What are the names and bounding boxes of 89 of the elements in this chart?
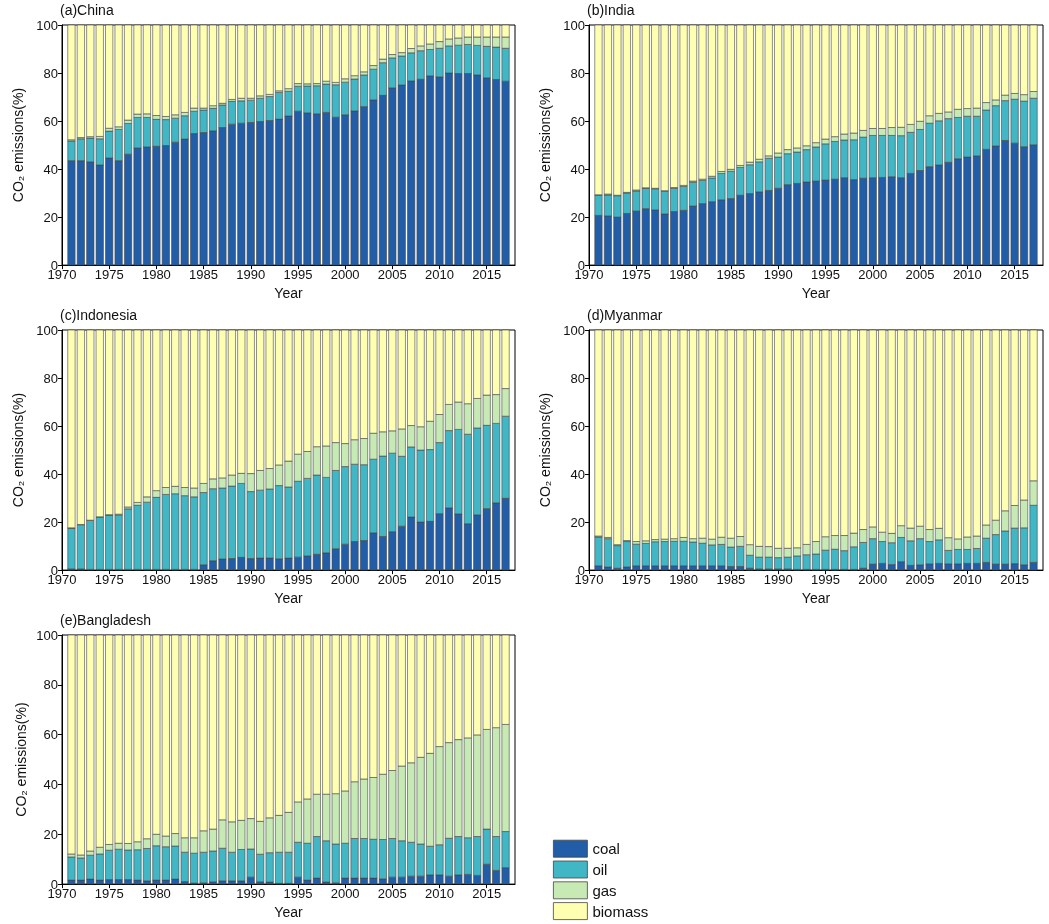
y-tick-label: 20: [570, 514, 585, 530]
y-axis-title: CO₂ emissions(%): [537, 392, 554, 508]
legend-label: gas: [592, 881, 617, 899]
y-tick-label: 100: [36, 322, 58, 338]
x-tick-label: 2005: [905, 572, 935, 588]
y-tick-label: 40: [570, 161, 585, 177]
x-tick-label: 2010: [425, 572, 454, 588]
x-tick-label: 1980: [141, 886, 171, 902]
x-tick-label: 1985: [716, 572, 746, 588]
x-axis-title: Year: [274, 904, 303, 920]
y-tick-label: 40: [43, 776, 58, 792]
chart-title: (d)Myanmar: [587, 307, 663, 323]
y-tick-label: 40: [43, 466, 58, 482]
x-tick-label: 2000: [330, 572, 360, 588]
x-tick-label: 1995: [811, 572, 840, 588]
x-tick-label: 1975: [621, 572, 651, 588]
x-tick-label: 1985: [189, 572, 219, 588]
y-tick-label: 40: [570, 466, 585, 482]
x-tick-label: 1990: [236, 572, 266, 588]
y-tick-label: 60: [43, 727, 58, 743]
x-tick-label: 1990: [236, 886, 266, 902]
x-tick-label: 1980: [141, 267, 171, 283]
legend-label: coal: [592, 840, 620, 858]
x-tick-label: 1990: [236, 267, 266, 283]
x-tick-label: 2005: [377, 267, 407, 283]
y-tick-label: 100: [36, 627, 58, 643]
x-tick-label: 2015: [1000, 267, 1030, 283]
y-tick-label: 100: [563, 17, 585, 33]
x-axis-title: Year: [801, 285, 831, 301]
x-axis-title: Year: [274, 590, 303, 606]
x-tick-label: 2000: [330, 886, 360, 902]
y-tick-label: 80: [43, 65, 58, 81]
x-tick-label: 2005: [377, 572, 407, 588]
y-tick-label: 60: [43, 418, 58, 434]
y-tick-label: 60: [570, 113, 585, 129]
x-tick-label: 1975: [621, 267, 651, 283]
x-tick-label: 1990: [763, 572, 793, 588]
chart-title: (e)Bangladesh: [60, 612, 152, 628]
x-tick-label: 2010: [425, 886, 454, 902]
x-tick-label: 1975: [94, 267, 124, 283]
y-tick-label: 80: [570, 65, 585, 81]
x-tick-label: 2005: [377, 886, 407, 902]
legend-label: oil: [592, 861, 608, 878]
x-tick-label: 1995: [283, 572, 313, 588]
y-tick-label: 80: [43, 677, 58, 693]
x-tick-label: 1980: [669, 572, 699, 588]
x-tick-label: 1990: [763, 267, 793, 283]
x-tick-label: 1985: [189, 886, 219, 902]
x-tick-label: 1980: [669, 267, 699, 283]
y-tick-label: 80: [570, 370, 585, 386]
x-tick-label: 2015: [472, 886, 502, 902]
y-tick-label: 20: [43, 209, 58, 225]
x-tick-label: 1975: [94, 886, 124, 902]
x-tick-label: 1985: [716, 267, 746, 283]
x-tick-label: 2010: [952, 572, 982, 588]
y-tick-label: 100: [563, 322, 585, 338]
x-tick-label: 2015: [1000, 572, 1030, 588]
y-axis-title: CO₂ emissions(%): [10, 392, 27, 508]
y-axis-title: CO₂ emissions(%): [13, 702, 29, 817]
legend-label: biomass: [592, 902, 649, 920]
y-axis-title: CO₂ emissions(%): [537, 87, 554, 203]
x-tick-label: 2015: [472, 572, 502, 588]
x-tick-label: 2000: [858, 267, 888, 283]
chart-title: (a)China: [60, 2, 114, 18]
y-tick-label: 60: [570, 418, 585, 434]
x-tick-label: 1995: [283, 267, 313, 283]
x-tick-label: 2005: [905, 267, 935, 283]
y-tick-label: 100: [36, 17, 58, 33]
x-tick-label: 2015: [472, 267, 502, 283]
x-tick-label: 1985: [189, 267, 219, 283]
chart-title: (c)Indonesia: [60, 307, 138, 323]
y-tick-label: 60: [43, 113, 58, 129]
x-tick-label: 1975: [94, 572, 124, 588]
chart-title: (b)India: [587, 2, 635, 18]
y-tick-label: 80: [43, 370, 58, 386]
y-tick-label: 20: [43, 826, 58, 842]
y-axis-title: CO₂ emissions(%): [10, 87, 27, 203]
x-tick-label: 2010: [425, 267, 454, 283]
x-tick-label: 2000: [330, 267, 360, 283]
x-tick-label: 2000: [858, 572, 888, 588]
x-tick-label: 2010: [952, 267, 982, 283]
y-tick-label: 40: [43, 161, 58, 177]
x-axis-title: Year: [274, 285, 303, 301]
x-axis-title: Year: [801, 590, 831, 606]
x-tick-label: 1995: [811, 267, 840, 283]
y-tick-label: 20: [570, 209, 585, 225]
x-tick-label: 1980: [141, 572, 171, 588]
x-tick-label: 1995: [283, 886, 313, 902]
y-tick-label: 20: [43, 514, 58, 530]
